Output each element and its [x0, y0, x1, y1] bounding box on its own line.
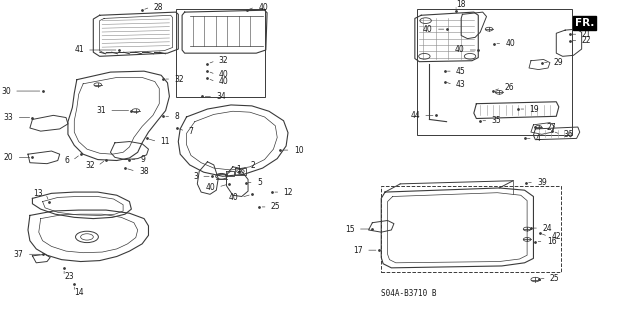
Text: 44: 44: [410, 111, 420, 120]
Text: 40: 40: [205, 182, 215, 191]
Text: FR.: FR.: [575, 18, 594, 28]
Text: 21: 21: [582, 30, 591, 39]
Text: 40: 40: [219, 77, 228, 86]
Text: 31: 31: [97, 106, 106, 115]
Text: 4: 4: [536, 134, 541, 143]
Text: 39: 39: [537, 178, 547, 187]
Text: 9: 9: [141, 155, 146, 164]
Text: 41: 41: [74, 46, 84, 55]
Text: 19: 19: [530, 105, 540, 114]
Text: 10: 10: [294, 145, 303, 155]
Text: 8: 8: [175, 112, 179, 121]
Text: 40: 40: [228, 193, 238, 202]
Text: 29: 29: [553, 58, 563, 67]
Text: 26: 26: [504, 83, 514, 93]
Text: 15: 15: [345, 225, 355, 234]
Text: 35: 35: [492, 116, 501, 125]
Text: 38: 38: [139, 167, 148, 176]
Text: 40: 40: [506, 39, 515, 48]
Text: 32: 32: [175, 75, 184, 84]
Text: 36: 36: [564, 130, 573, 139]
Text: 40: 40: [423, 25, 433, 34]
Bar: [176, 9, 264, 97]
Text: 11: 11: [161, 137, 170, 146]
Text: 40: 40: [219, 70, 228, 79]
Text: 30: 30: [1, 86, 11, 96]
Text: 43: 43: [456, 80, 466, 89]
Text: 14: 14: [74, 288, 84, 297]
Bar: [417, 9, 572, 135]
Text: 40: 40: [454, 46, 465, 55]
Text: 45: 45: [456, 67, 466, 76]
Text: 12: 12: [284, 188, 293, 197]
Text: 28: 28: [154, 3, 163, 11]
Text: 32: 32: [219, 56, 228, 65]
Text: 27: 27: [547, 122, 556, 131]
Text: 34: 34: [216, 92, 226, 101]
Text: 24: 24: [542, 224, 552, 233]
Text: 32: 32: [85, 161, 95, 170]
Bar: [381, 186, 561, 272]
Text: 6: 6: [65, 156, 69, 165]
Text: 5: 5: [257, 178, 262, 187]
Text: 3: 3: [193, 172, 198, 181]
Text: S04A-B3710 B: S04A-B3710 B: [381, 289, 436, 298]
Text: 25: 25: [550, 274, 559, 283]
Text: 33: 33: [4, 113, 13, 122]
Text: 40: 40: [258, 3, 268, 11]
Text: 18: 18: [456, 0, 465, 9]
Text: 17: 17: [353, 246, 363, 255]
Text: 2: 2: [251, 161, 255, 170]
Text: 37: 37: [14, 250, 24, 259]
Text: 20: 20: [4, 153, 13, 162]
Text: 25: 25: [271, 203, 280, 211]
Text: 23: 23: [64, 272, 74, 281]
Text: 7: 7: [188, 127, 193, 136]
Text: 42: 42: [551, 232, 561, 241]
Text: 13: 13: [33, 189, 43, 198]
Text: 1: 1: [236, 165, 241, 174]
Text: 22: 22: [582, 36, 591, 45]
Text: 16: 16: [547, 237, 556, 246]
